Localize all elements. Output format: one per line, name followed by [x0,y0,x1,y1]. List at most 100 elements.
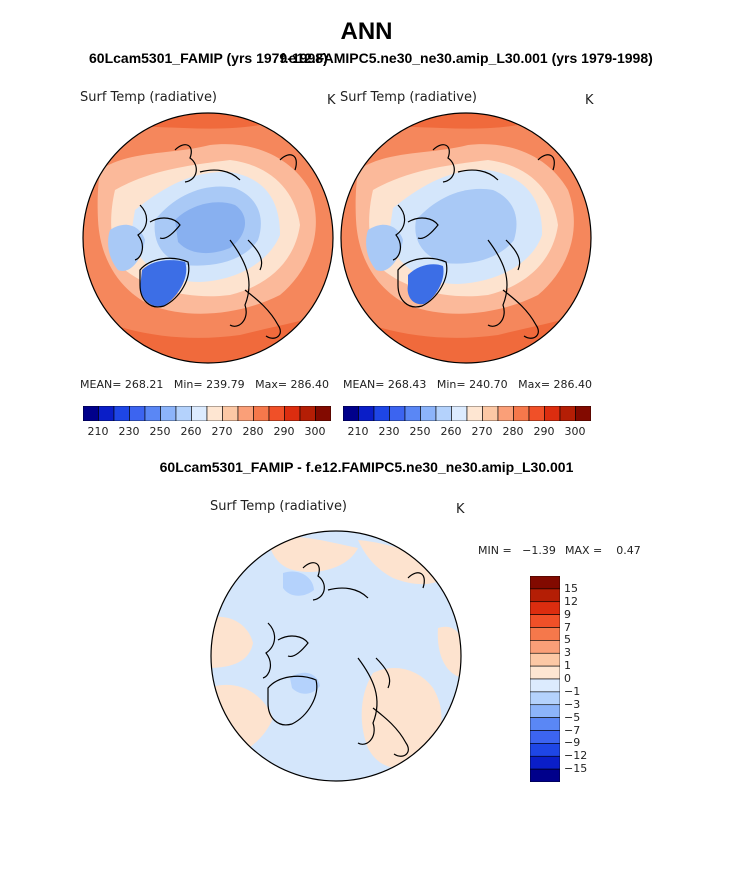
legend-swatch [530,743,560,757]
legend-label: 15 [564,581,578,595]
colorbar-tick-label: 210 [87,425,109,438]
colorbar-swatch [575,406,591,421]
colorbar-tick-label: 210 [347,425,369,438]
colorbar-swatch [98,406,115,421]
colorbar-swatch [343,406,359,421]
colorbar-swatch [284,406,301,421]
diff-min-readout: MIN = −1.39 [478,544,556,557]
legend-label: −9 [564,736,581,750]
colorbar-swatch [544,406,561,421]
panel2-polar-map [340,112,592,364]
legend-label: 3 [564,646,571,660]
colorbar-swatch [237,406,254,421]
colorbar-swatch [358,406,375,421]
colorbar-tick-label: 280 [242,425,264,438]
panel2-units: K [585,93,594,108]
panel1-polar-map [82,112,334,364]
legend-label: −15 [564,762,588,776]
colorbar-swatch [389,406,406,421]
diff-legend-colorbar [530,576,560,782]
legend-label: −7 [564,723,581,737]
legend-swatch [530,768,560,782]
legend-label: −1 [564,684,581,698]
colorbar-swatch [175,406,192,421]
legend-swatch [530,755,560,770]
colorbar-swatch [420,406,437,421]
legend-swatch [530,704,560,718]
colorbar-swatch [222,406,239,421]
colorbar-swatch [404,406,421,421]
legend-swatch [530,678,560,693]
colorbar-swatch [559,406,576,421]
colorbar-swatch [253,406,270,421]
colorbar-swatch [497,406,514,421]
legend-label: 0 [564,672,571,685]
colorbar-swatch [451,406,468,421]
legend-swatch [530,576,560,590]
legend-swatch [530,652,560,667]
colorbar-swatch [466,406,483,421]
colorbar-swatch [315,406,331,421]
colorbar-tick-label: 260 [440,425,462,438]
diff-units: K [456,502,465,517]
legend-label: −12 [564,749,588,763]
diff-legend-labels: 15 12 9 7 5 3 1 0 −1 −3 −5 −7 −9 −12 −15 [564,576,614,782]
legend-swatch [530,717,560,731]
diff-max-readout: MAX = 0.47 [565,544,641,557]
colorbar-swatch [513,406,530,421]
panel2-stats: MEAN= 268.43 Min= 240.70 Max= 286.40 [343,378,593,391]
colorbar-tick-label: 290 [533,425,555,438]
colorbar-tick-label: 290 [273,425,295,438]
colorbar-swatch [83,406,99,421]
colorbar-swatch [144,406,161,421]
legend-label: 12 [564,594,578,608]
colorbar-tick-label: 250 [149,425,171,438]
panel2-colorbar-ticks: 210 230 250 260 270 280 290 300 [343,425,591,439]
panel1-colorbar [83,406,331,421]
panel1-variable-label: Surf Temp (radiative) [80,90,218,105]
colorbar-swatch [373,406,390,421]
colorbar-tick-label: 300 [564,425,586,438]
legend-label: −5 [564,710,581,724]
colorbar-swatch [206,406,223,421]
colorbar-tick-label: 230 [118,425,140,438]
legend-label: 9 [564,607,571,621]
legend-swatch [530,627,560,641]
colorbar-tick-label: 280 [502,425,524,438]
panel2-colorbar [343,406,591,421]
legend-label: 7 [564,620,571,634]
panel1-units: K [327,93,336,108]
panel1-colorbar-ticks: 210 230 250 260 270 280 290 300 [83,425,331,439]
diff-variable-label: Surf Temp (radiative) [210,499,348,514]
legend-swatch [530,665,560,680]
legend-swatch [530,614,560,628]
case-title-left: 60Lcam5301_FAMIP (yrs 1979-1998) [89,50,328,66]
colorbar-swatch [435,406,452,421]
panel2-variable-label: Surf Temp (radiative) [340,90,478,105]
colorbar-swatch [113,406,130,421]
colorbar-swatch [268,406,285,421]
legend-label: 5 [564,633,571,647]
legend-label: 1 [564,659,571,673]
diff-polar-map [210,530,462,782]
main-title: ANN [340,18,393,45]
difference-title: 60Lcam5301_FAMIP - f.e12.FAMIPC5.ne30_ne… [159,459,574,475]
colorbar-tick-label: 270 [211,425,233,438]
colorbar-swatch [299,406,316,421]
legend-swatch [530,640,560,654]
legend-swatch [530,730,560,744]
legend-swatch [530,588,560,603]
colorbar-swatch [191,406,208,421]
legend-swatch [530,691,560,706]
case-title-right: f.e12.FAMIPC5.ne30_ne30.amip_L30.001 (yr… [280,50,653,66]
colorbar-swatch [129,406,146,421]
colorbar-swatch [482,406,499,421]
colorbar-tick-label: 250 [409,425,431,438]
colorbar-tick-label: 300 [304,425,326,438]
colorbar-tick-label: 270 [471,425,493,438]
panel1-stats: MEAN= 268.21 Min= 239.79 Max= 286.40 [80,378,330,391]
colorbar-swatch [160,406,177,421]
legend-label: −3 [564,697,581,711]
colorbar-tick-label: 260 [180,425,202,438]
colorbar-tick-label: 230 [378,425,400,438]
